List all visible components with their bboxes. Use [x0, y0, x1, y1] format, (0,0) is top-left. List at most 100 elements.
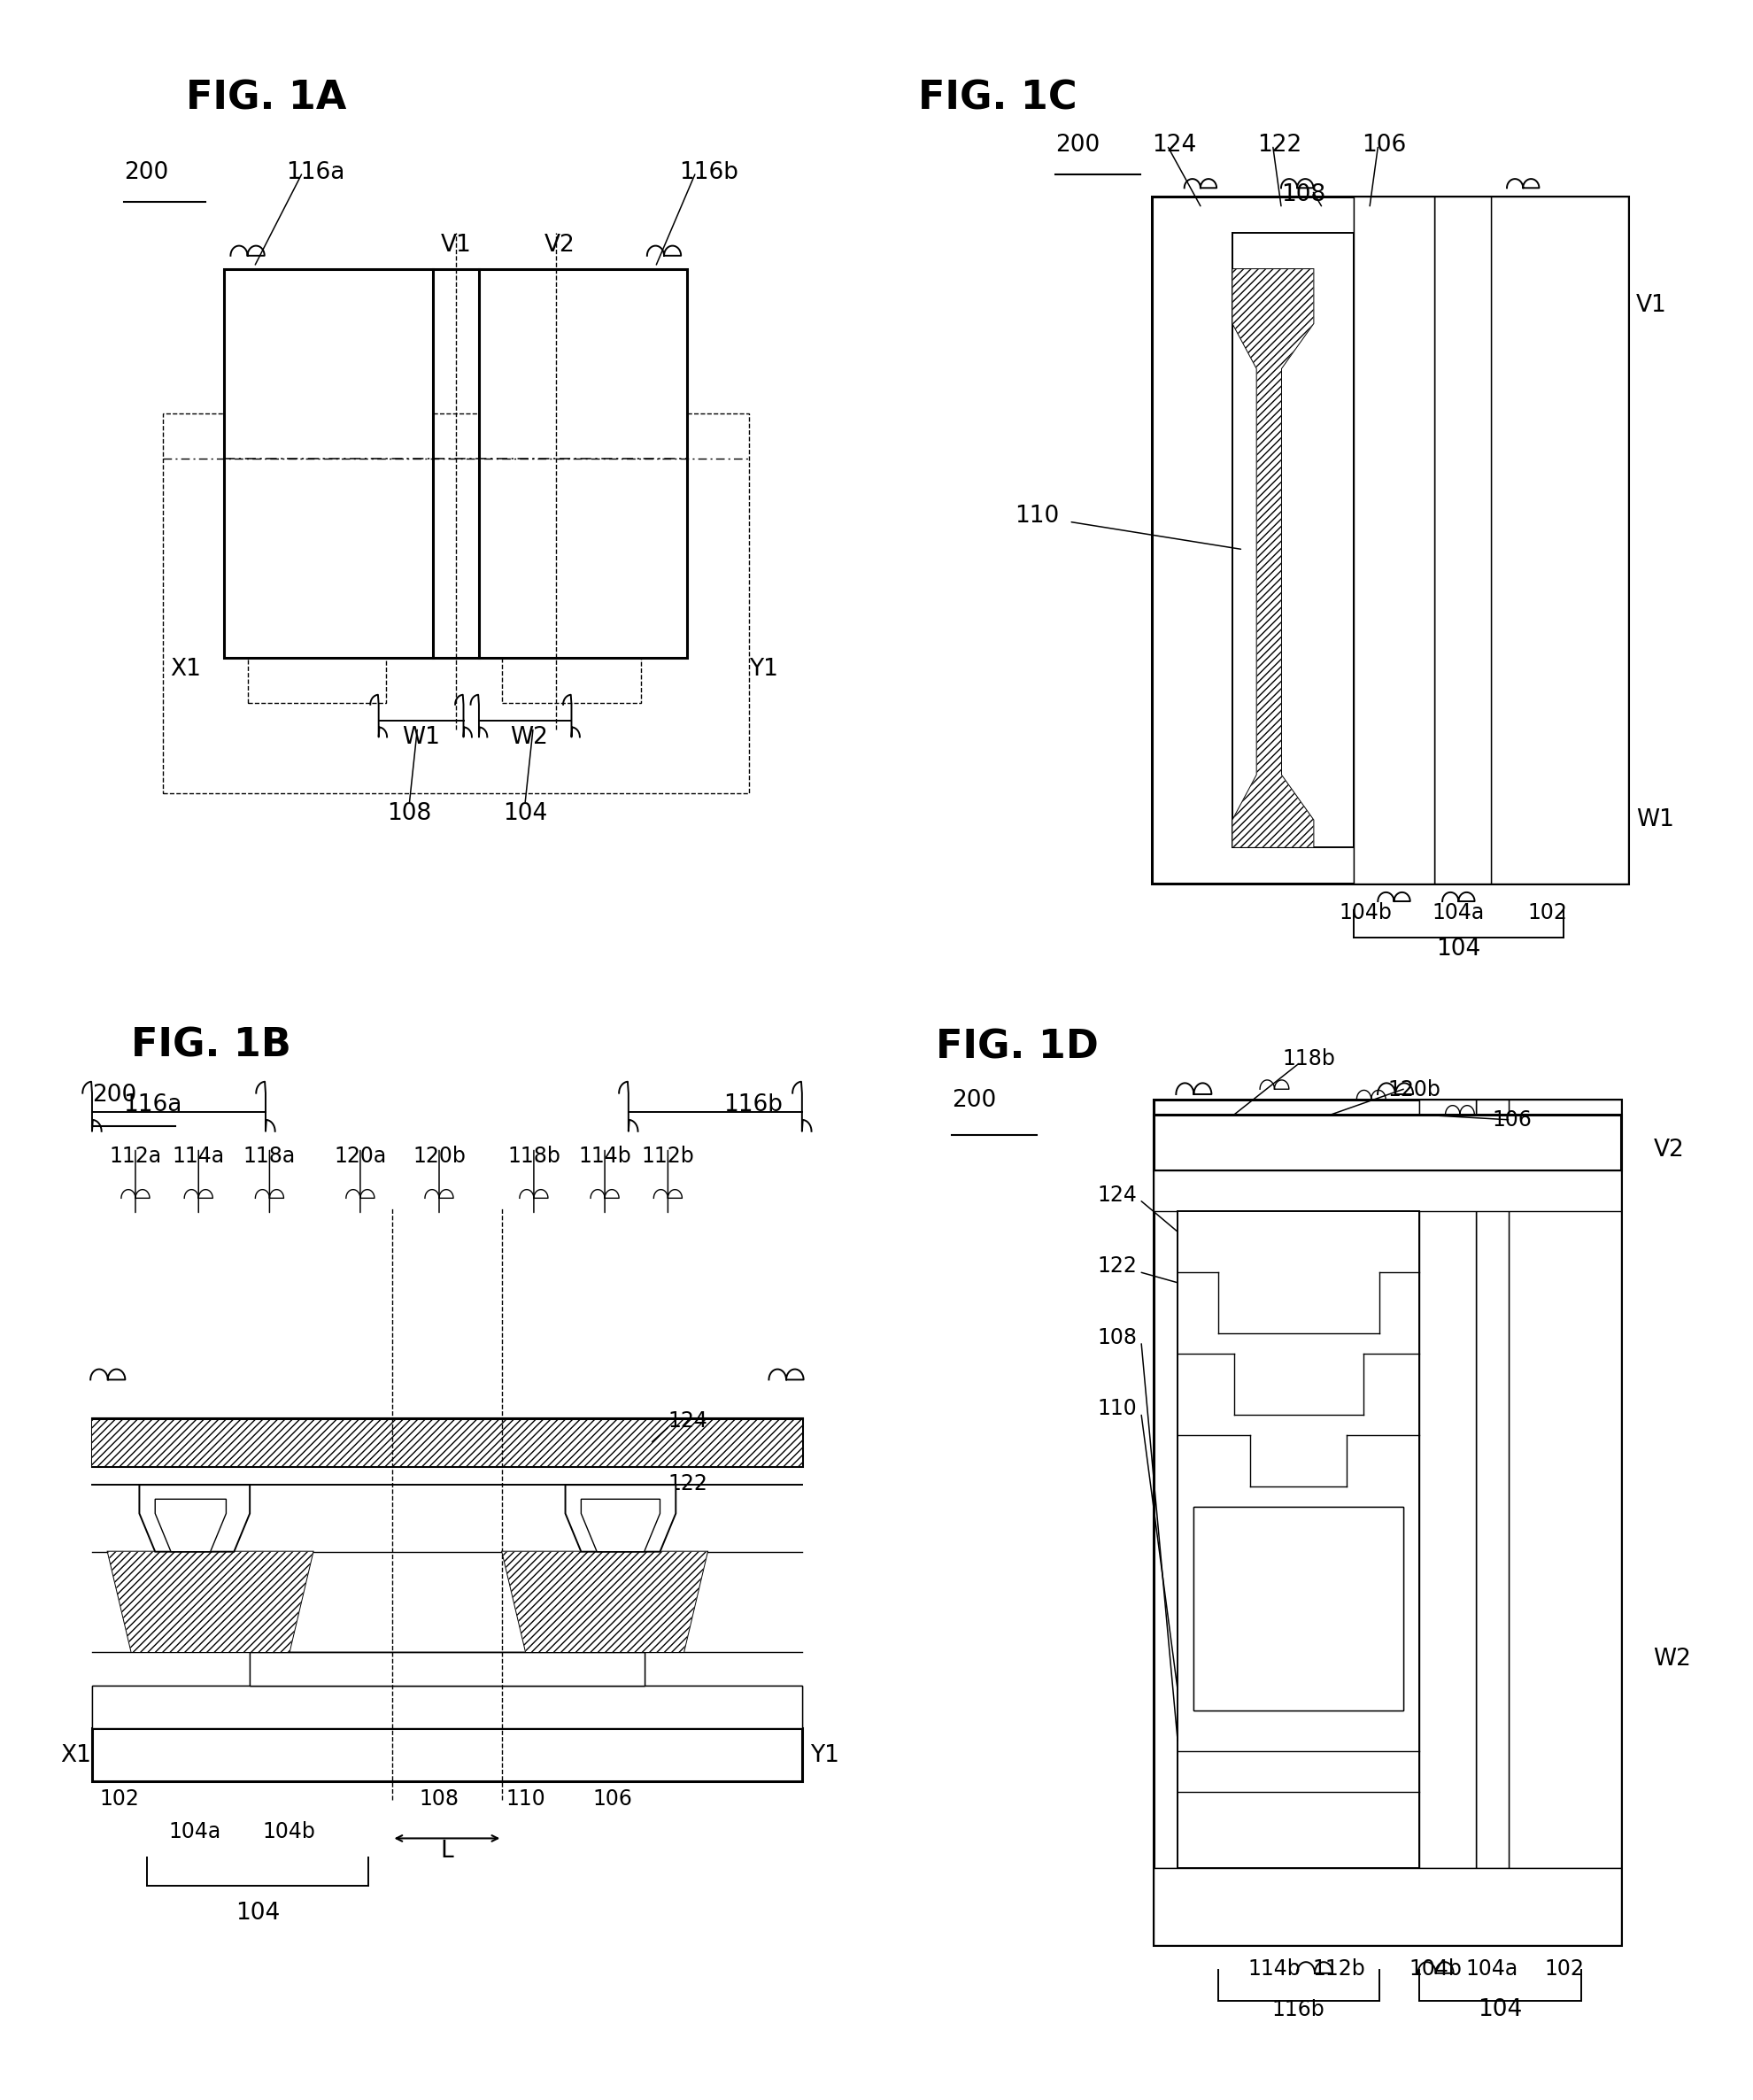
Text: 124: 124 — [668, 1411, 708, 1432]
Text: 112b: 112b — [642, 1147, 694, 1168]
Text: FIG. 1C: FIG. 1C — [919, 80, 1078, 118]
Text: 118b: 118b — [507, 1147, 561, 1168]
Polygon shape — [140, 1485, 251, 1552]
Text: W1: W1 — [1636, 808, 1674, 832]
Bar — [1476, 1098, 1508, 1945]
Text: V1: V1 — [440, 233, 472, 256]
Bar — [91, 1728, 803, 1781]
Text: 200: 200 — [91, 1084, 137, 1107]
Polygon shape — [503, 1552, 708, 1653]
Bar — [247, 477, 386, 704]
Text: X1: X1 — [170, 657, 202, 680]
Bar — [224, 269, 433, 657]
Bar — [501, 477, 642, 704]
Text: 122: 122 — [1257, 134, 1301, 157]
Bar — [1490, 197, 1629, 884]
Bar — [163, 414, 749, 794]
Text: 116a: 116a — [286, 162, 345, 185]
Text: 114b: 114b — [1248, 1959, 1301, 1980]
Text: 110: 110 — [1015, 504, 1059, 527]
Polygon shape — [109, 1552, 312, 1653]
Bar — [91, 1418, 803, 1466]
Text: 108: 108 — [419, 1787, 459, 1810]
Text: FIG. 1A: FIG. 1A — [186, 80, 347, 118]
Text: 104a: 104a — [1466, 1959, 1518, 1980]
Text: FIG. 1D: FIG. 1D — [936, 1029, 1099, 1067]
Text: Y1: Y1 — [749, 657, 778, 680]
Text: Y1: Y1 — [810, 1745, 840, 1768]
Bar — [251, 1653, 645, 1686]
Text: 104: 104 — [503, 802, 547, 825]
Text: 124: 124 — [1097, 1184, 1138, 1205]
Text: 104b: 104b — [1339, 903, 1392, 924]
Text: L: L — [440, 1840, 454, 1863]
Polygon shape — [582, 1499, 659, 1552]
Bar — [1508, 1098, 1622, 1945]
Text: 120a: 120a — [335, 1147, 386, 1168]
Text: 116b: 116b — [680, 162, 738, 185]
Bar — [1353, 197, 1434, 884]
Bar — [1194, 1508, 1404, 1709]
Text: 200: 200 — [124, 162, 168, 185]
Bar — [1153, 1098, 1622, 1945]
Text: 102: 102 — [1527, 903, 1567, 924]
Text: V2: V2 — [545, 233, 575, 256]
Bar — [1152, 197, 1629, 884]
Text: V1: V1 — [1636, 294, 1667, 317]
Text: 116b: 116b — [1273, 1999, 1325, 2020]
Text: 108: 108 — [387, 802, 431, 825]
Text: 102: 102 — [1544, 1959, 1585, 1980]
Text: 108: 108 — [1097, 1327, 1138, 1348]
Text: 114b: 114b — [578, 1147, 631, 1168]
Text: 108: 108 — [1281, 183, 1325, 206]
Bar — [1178, 1212, 1420, 1869]
Text: FIG. 1B: FIG. 1B — [131, 1027, 291, 1065]
Text: 200: 200 — [952, 1090, 996, 1113]
Text: 122: 122 — [668, 1472, 708, 1493]
Text: V2: V2 — [1653, 1138, 1685, 1161]
Bar — [91, 1418, 803, 1466]
Bar — [1353, 197, 1434, 884]
Text: 120b: 120b — [1387, 1079, 1441, 1100]
Text: 106: 106 — [1492, 1109, 1532, 1130]
Text: 118b: 118b — [1283, 1048, 1336, 1069]
Polygon shape — [1232, 269, 1313, 846]
Polygon shape — [109, 1552, 312, 1653]
Text: 104a: 104a — [1432, 903, 1485, 924]
Text: W1: W1 — [401, 727, 440, 748]
Text: 110: 110 — [507, 1787, 545, 1810]
Text: 104: 104 — [235, 1903, 280, 1926]
Bar — [251, 1653, 645, 1686]
Text: 110: 110 — [1097, 1399, 1138, 1420]
Text: 114a: 114a — [172, 1147, 224, 1168]
Text: 106: 106 — [1362, 134, 1406, 157]
Text: 112b: 112b — [1313, 1959, 1366, 1980]
Text: 120b: 120b — [412, 1147, 466, 1168]
Text: 112a: 112a — [109, 1147, 161, 1168]
Text: 116b: 116b — [722, 1092, 782, 1115]
Bar — [1194, 1508, 1404, 1709]
Bar — [91, 1686, 803, 1728]
Text: 118a: 118a — [244, 1147, 296, 1168]
Text: 104a: 104a — [168, 1821, 221, 1844]
Polygon shape — [156, 1499, 226, 1552]
Bar — [91, 1686, 803, 1728]
Text: 104: 104 — [1478, 1999, 1522, 2022]
Bar — [1420, 1098, 1476, 1945]
Bar — [1232, 233, 1353, 846]
Bar — [1434, 197, 1490, 884]
Polygon shape — [503, 1552, 708, 1653]
Bar — [1420, 1098, 1476, 1945]
Text: 104b: 104b — [1409, 1959, 1462, 1980]
Bar — [1153, 1170, 1622, 1212]
Bar — [1153, 1869, 1622, 1945]
Text: W2: W2 — [510, 727, 549, 748]
Text: 102: 102 — [100, 1787, 140, 1810]
Bar — [1153, 1869, 1622, 1945]
Text: 124: 124 — [1152, 134, 1197, 157]
Text: 116a: 116a — [123, 1092, 182, 1115]
Text: 122: 122 — [1097, 1256, 1138, 1277]
Text: 106: 106 — [593, 1787, 633, 1810]
Text: 200: 200 — [1055, 134, 1099, 157]
Polygon shape — [564, 1485, 677, 1552]
